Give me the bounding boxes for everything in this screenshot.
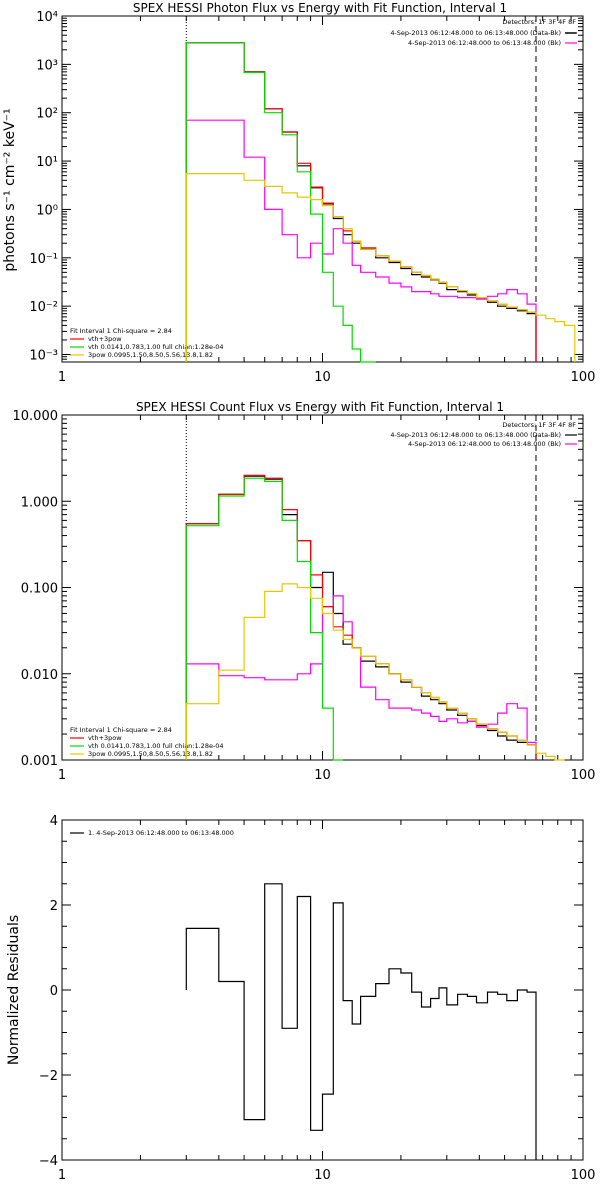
- y-tick-label-1: 10⁻³: [29, 349, 58, 364]
- y-tick-label-2: 10.000: [13, 409, 59, 424]
- series-data-bk-2: [185, 475, 537, 760]
- series-1-4-sep-2013-06-12-48-000-to-06-13-48-000-3: [185, 883, 537, 1160]
- panel2-info-line-2: 4-Sep-2013 06:12:48.000 to 06:13:48.000 …: [390, 431, 561, 439]
- y-tick-label-3: 4: [50, 814, 58, 829]
- series-bk-2: [185, 595, 537, 760]
- x-tick-label-1: 10: [314, 370, 331, 385]
- series-vth-2: [185, 477, 344, 761]
- panel1-legend-line-1: Fit Interval 1 Chi-square = 2.84: [70, 327, 172, 335]
- y-tick-label-3: 2: [50, 899, 58, 914]
- panel1-info-line-3: 4-Sep-2013 06:12:48.000 to 06:13:48.000 …: [408, 39, 561, 47]
- panel2-legend-line-1: Fit Interval 1 Chi-square = 2.84: [70, 726, 172, 734]
- y-tick-label-1: 10⁴: [36, 10, 58, 25]
- panel1-legend-line-4: 3pow 0.0995,1.50,8.50,5.56,13.8,1.82: [88, 351, 213, 359]
- x-tick-label-3: 1: [58, 1168, 66, 1183]
- y-tick-label-1: 10³: [36, 58, 58, 73]
- panel3-y-axis-label: Normalized Residuals: [6, 915, 22, 1065]
- series-vth-3pow-1: [185, 42, 537, 362]
- y-tick-label-2: 0.010: [21, 668, 58, 683]
- panel1-info-line-2: 4-Sep-2013 06:12:48.000 to 06:13:48.000 …: [390, 29, 561, 37]
- series-vth-3pow-2: [185, 474, 537, 760]
- series-vth-1: [185, 42, 376, 363]
- panel1-info-line-1: Detectors: 1F 3F 4F 8F: [502, 18, 576, 26]
- y-tick-label-3: 0: [50, 984, 58, 999]
- x-tick-label-2: 10: [314, 768, 331, 783]
- y-tick-label-2: 0.100: [21, 582, 58, 597]
- panel1-legend-line-3: vth 0.0141,0.783,1.00 full chian:1.28e-0…: [88, 343, 224, 351]
- x-tick-label-2: 100: [571, 768, 596, 783]
- residuals-panel: Normalized Residuals 1. 4-Sep-2013 06:12…: [6, 814, 595, 1183]
- y-tick-label-1: 10⁻²: [29, 300, 58, 315]
- panel2-title: SPEX HESSI Count Flux vs Energy with Fit…: [136, 400, 504, 414]
- y-tick-label-1: 10⁻¹: [29, 252, 58, 267]
- panel2-legend-line-3: vth 0.0141,0.783,1.00 full chian:1.28e-0…: [88, 742, 224, 750]
- y-tick-label-3: −4: [39, 1154, 58, 1169]
- panel3-legend-line-1: 1. 4-Sep-2013 06:12:48.000 to 06:13:48.0…: [88, 829, 234, 837]
- y-tick-label-1: 10²: [36, 107, 58, 122]
- panel2-info-line-1: Detectors: 1F 3F 4F 8F: [502, 421, 576, 429]
- x-tick-label-1: 100: [571, 370, 596, 385]
- x-tick-label-2: 1: [58, 768, 66, 783]
- series-data-bk-1: [185, 42, 537, 362]
- panel2-legend-line-4: 3pow 0.0995,1.50,8.50,5.56,13.8,1.82: [88, 750, 213, 758]
- panel2-legend-line-2: vth+3pow: [88, 734, 122, 742]
- photon-flux-panel: SPEX HESSI Photon Flux vs Energy with Fi…: [2, 1, 595, 385]
- series-bk-1: [185, 119, 537, 362]
- panel1-legend-line-2: vth+3pow: [88, 335, 122, 343]
- y-tick-label-1: 10⁰: [36, 203, 58, 218]
- x-tick-label-1: 1: [58, 370, 66, 385]
- y-tick-label-2: 0.001: [21, 754, 58, 769]
- x-tick-label-3: 100: [571, 1168, 596, 1183]
- y-tick-label-3: −2: [39, 1069, 58, 1084]
- y-tick-label-2: 1.000: [21, 495, 58, 510]
- panel1-title: SPEX HESSI Photon Flux vs Energy with Fi…: [133, 1, 507, 15]
- panel1-y-axis-label: photons s⁻¹ cm⁻² keV⁻¹: [2, 108, 18, 271]
- panel2-info-line-3: 4-Sep-2013 06:12:48.000 to 06:13:48.000 …: [408, 440, 561, 448]
- y-tick-label-1: 10¹: [36, 155, 58, 170]
- series-3pow-1: [185, 173, 576, 362]
- series-3pow-2: [185, 583, 565, 761]
- count-flux-panel: SPEX HESSI Count Flux vs Energy with Fit…: [13, 400, 596, 783]
- x-tick-label-3: 10: [314, 1168, 331, 1183]
